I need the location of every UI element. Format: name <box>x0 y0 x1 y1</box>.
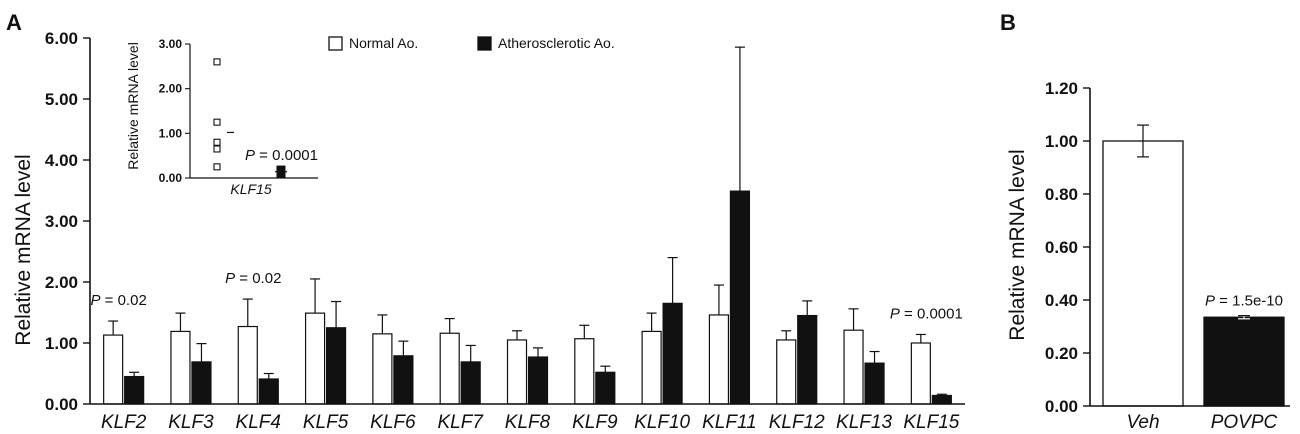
inset-point-normal <box>213 138 221 146</box>
category-label-klf2: KLF2 <box>101 412 147 433</box>
category-label-klf15: KLF15 <box>903 412 959 433</box>
legend-swatch-athero <box>477 36 492 51</box>
panel-a-y-axis-title: Relative mRNA level <box>12 154 35 345</box>
normal-klf12-bar <box>776 339 797 405</box>
normal-klf13-bar <box>843 329 864 405</box>
inset-y-tick-label: 3.00 <box>159 37 183 51</box>
p-value-klf4: P = 0.02 <box>225 270 281 287</box>
b-category-label-veh: Veh <box>1126 412 1159 433</box>
y-tick-label: 1.00 <box>45 334 78 353</box>
b-y-tick-label: 0.60 <box>1045 238 1078 257</box>
normal-klf6-bar <box>372 333 393 405</box>
normal-klf5-bar <box>304 312 326 405</box>
inset-points <box>213 58 287 178</box>
panel-b-y-axis-title: Relative mRNA level <box>1006 149 1029 340</box>
category-label-klf6: KLF6 <box>370 412 416 433</box>
b-y-tick-label: 1.20 <box>1045 79 1078 98</box>
b-y-tick-label: 0.00 <box>1045 397 1078 416</box>
category-label-klf4: KLF4 <box>236 412 281 433</box>
y-tick-label: 0.00 <box>45 395 78 414</box>
inset-y-ticks: 0.00 1.00 2.00 3.00 <box>159 37 190 185</box>
normal-klf7-bar <box>439 332 460 405</box>
panel-b-y-ticks: 0.00 0.20 0.40 0.60 0.80 1.00 1.20 <box>1045 79 1090 416</box>
athero-klf3-bar <box>191 361 212 405</box>
b-y-tick-label: 0.40 <box>1045 291 1078 310</box>
category-label-klf12: KLF12 <box>769 412 825 433</box>
category-label-klf11: KLF11 <box>702 412 757 433</box>
athero-klf15-bar <box>931 394 952 405</box>
athero-klf11-bar <box>729 190 751 405</box>
inset-point-normal <box>213 145 221 153</box>
p-value-klf15: P = 0.0001 <box>890 305 963 322</box>
b-category-label-povpc: POVPC <box>1211 412 1278 433</box>
panel-b-label: B <box>1000 10 1016 35</box>
panel-a: A Relative mRNA level 0.00 1.00 2.00 3.00 4.… <box>6 10 965 433</box>
athero-klf2-bar <box>124 375 145 405</box>
athero-klf10-bar <box>662 302 683 405</box>
athero-klf6-bar <box>393 355 414 405</box>
category-label-klf7: KLF7 <box>437 412 484 433</box>
legend-label-normal: Normal Ao. <box>349 35 418 51</box>
y-tick-label: 4.00 <box>45 151 78 170</box>
panel-b: B Relative mRNA level 0.000.200.400.600.… <box>1000 10 1290 433</box>
inset-point-normal <box>213 163 221 171</box>
b-y-tick-label: 0.20 <box>1045 344 1078 363</box>
y-tick-label: 3.00 <box>45 212 78 231</box>
b-y-tick-label: 0.80 <box>1045 185 1078 204</box>
athero-klf7-bar <box>460 361 481 405</box>
panel-a-p-values: P = 0.02 P = 0.02 P = 0.0001 <box>90 270 962 322</box>
athero-klf12-bar <box>797 314 818 405</box>
legend-swatch-normal <box>328 36 343 51</box>
category-label-klf10: KLF10 <box>634 412 690 433</box>
normal-klf15-bar <box>910 342 931 405</box>
inset-y-tick-label: 2.00 <box>159 82 183 96</box>
category-label-klf9: KLF9 <box>572 412 618 433</box>
panel-b-bars <box>1102 124 1285 407</box>
normal-klf2-bar <box>103 334 124 405</box>
inset-point-normal <box>213 58 221 66</box>
y-tick-label: 6.00 <box>45 29 78 48</box>
category-label-klf13: KLF13 <box>836 412 892 433</box>
normal-klf8-bar <box>506 339 528 405</box>
panel-a-y-ticks: 0.00 1.00 2.00 3.00 4.00 5.00 6.00 <box>45 29 90 414</box>
athero-klf5-bar <box>325 327 347 405</box>
athero-klf9-bar <box>595 371 616 405</box>
legend-label-athero: Atherosclerotic Ao. <box>498 35 615 51</box>
panel-b-p-value: P = 1.5e-10 <box>1205 293 1283 310</box>
panel-b-category-labels: Veh POVPC <box>1126 412 1277 433</box>
normal-klf9-bar <box>574 338 595 405</box>
inset-p-value: P = 0.0001 <box>245 147 318 164</box>
inset-x-label: KLF15 <box>230 181 271 197</box>
normal-klf11-bar <box>708 314 730 405</box>
p-value-klf2: P = 0.02 <box>90 292 146 309</box>
athero-klf13-bar <box>864 362 885 405</box>
panel-a-label: A <box>6 10 22 35</box>
category-label-klf5: KLF5 <box>303 412 349 433</box>
inset-point-normal <box>213 118 221 126</box>
athero-klf4-bar <box>258 378 279 405</box>
normal-klf3-bar <box>170 330 191 405</box>
b-povpc-bar <box>1203 316 1285 407</box>
klf15-inset: Relative mRNA level 0.00 1.00 2.00 3.00 KLF… <box>125 37 318 197</box>
normal-klf10-bar <box>641 330 662 405</box>
b-veh-bar <box>1102 140 1184 407</box>
y-tick-label: 5.00 <box>45 90 78 109</box>
category-label-klf8: KLF8 <box>505 412 551 433</box>
inset-y-axis-title: Relative mRNA level <box>125 42 141 170</box>
panel-a-category-labels: KLF2 KLF3 KLF4 KLF5 KLF6 KLF7 KLF8 KLF9 KLF10 KLF… <box>101 412 960 433</box>
normal-klf4-bar <box>237 325 258 405</box>
category-label-klf3: KLF3 <box>168 412 214 433</box>
b-y-tick-label: 1.00 <box>1045 132 1078 151</box>
inset-y-tick-label: 0.00 <box>159 171 183 185</box>
athero-klf8-bar <box>527 356 549 405</box>
legend: Normal Ao. Atherosclerotic Ao. <box>328 35 615 51</box>
inset-y-tick-label: 1.00 <box>159 126 183 140</box>
y-tick-label: 2.00 <box>45 273 78 292</box>
panel-a-bars <box>103 46 952 405</box>
